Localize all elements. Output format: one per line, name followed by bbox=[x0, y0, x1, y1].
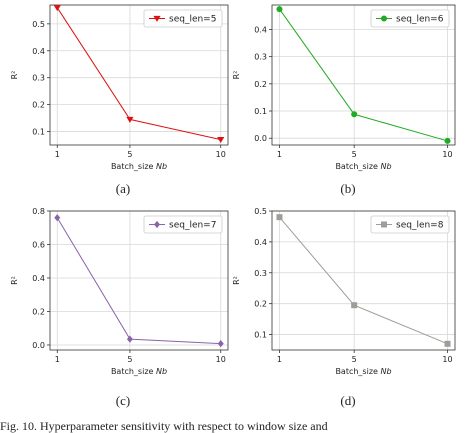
data-point bbox=[53, 5, 61, 12]
figure-caption: Fig. 10. Hyperparameter sensitivity with… bbox=[0, 419, 328, 433]
y-tick-label: 0.1 bbox=[32, 128, 45, 137]
plot-frame bbox=[271, 210, 456, 351]
y-tick-label: 0.2 bbox=[254, 300, 267, 309]
plot-frame bbox=[271, 4, 456, 146]
y-tick-label: 0.3 bbox=[254, 269, 267, 278]
panel-caption: (a) bbox=[116, 181, 130, 196]
x-axis-label: Batch_size Nb bbox=[335, 162, 391, 171]
y-tick-label: 0.0 bbox=[32, 341, 45, 350]
chart-panel-c: 0.0 0.2 0.4 0.6 0.8 1 5 10 R² Batch_size Nb seq_le… bbox=[10, 207, 229, 408]
y-tick-label: 0.1 bbox=[254, 107, 267, 116]
y-tick-label: 0.1 bbox=[254, 331, 267, 340]
x-axis-label: Batch_size Nb bbox=[111, 162, 167, 171]
x-tick-label: 10 bbox=[442, 355, 452, 364]
y-axis-label: R² bbox=[10, 71, 19, 80]
data-point bbox=[217, 340, 224, 348]
series-line bbox=[56, 217, 221, 345]
y-tick-label: 0.2 bbox=[32, 307, 45, 316]
panel-caption: (b) bbox=[340, 181, 355, 196]
chart-panel-d: 0.1 0.2 0.3 0.4 0.5 1 5 10 R² Batch_size Nb seq_le… bbox=[232, 207, 456, 408]
legend-marker bbox=[153, 15, 161, 22]
y-tick-label: 0.2 bbox=[254, 80, 267, 89]
panel-caption: (d) bbox=[340, 393, 355, 408]
legend-box bbox=[143, 9, 223, 28]
y-tick-label: 0.6 bbox=[32, 240, 45, 249]
data-point bbox=[444, 340, 451, 347]
y-tick-label: 0.2 bbox=[32, 101, 45, 110]
series-line bbox=[279, 8, 448, 142]
x-tick-label: 1 bbox=[55, 355, 60, 364]
data-point bbox=[217, 137, 225, 144]
legend-label: seq_len=5 bbox=[169, 15, 216, 25]
x-tick-label: 5 bbox=[352, 150, 357, 159]
x-tick-label: 10 bbox=[442, 150, 452, 159]
legend-marker bbox=[381, 221, 387, 228]
series-line bbox=[56, 7, 221, 141]
y-tick-label: 0.0 bbox=[254, 134, 267, 143]
y-tick-label: 0.3 bbox=[254, 53, 267, 62]
data-point bbox=[126, 116, 134, 123]
chart-panel-a: 0.1 0.2 0.3 0.4 0.5 1 5 10 R² Batch_size Nb seq_le… bbox=[10, 4, 229, 196]
legend-box bbox=[370, 215, 450, 234]
x-tick-label: 10 bbox=[216, 355, 226, 364]
data-point bbox=[54, 214, 61, 222]
x-tick-label: 1 bbox=[277, 150, 282, 159]
legend-marker bbox=[381, 15, 387, 22]
legend-box bbox=[143, 215, 223, 234]
x-axis-label: Batch_size Nb bbox=[111, 367, 167, 376]
x-tick-label: 1 bbox=[277, 355, 282, 364]
y-tick-label: 0.4 bbox=[254, 238, 267, 247]
chart-panel-b: 0.0 0.1 0.2 0.3 0.4 1 5 10 R² Batch_size Nb seq_le… bbox=[232, 4, 456, 196]
y-axis-label: R² bbox=[10, 276, 19, 285]
data-point bbox=[276, 6, 283, 13]
series-line bbox=[279, 216, 448, 345]
x-tick-label: 5 bbox=[352, 355, 357, 364]
x-axis-label: Batch_size Nb bbox=[335, 367, 391, 376]
data-point bbox=[276, 214, 283, 221]
data-point bbox=[351, 302, 358, 309]
legend-label: seq_len=7 bbox=[169, 221, 216, 231]
data-point bbox=[351, 111, 358, 118]
plot-frame bbox=[49, 4, 229, 146]
y-tick-label: 0.5 bbox=[32, 20, 45, 29]
y-axis-label: R² bbox=[232, 276, 241, 285]
x-tick-label: 5 bbox=[127, 150, 132, 159]
data-point bbox=[126, 335, 133, 343]
x-tick-label: 1 bbox=[55, 150, 60, 159]
y-tick-label: 0.5 bbox=[254, 207, 267, 216]
legend-box bbox=[370, 9, 450, 28]
data-point bbox=[444, 137, 451, 144]
y-tick-label: 0.4 bbox=[32, 47, 45, 56]
y-tick-label: 0.3 bbox=[32, 74, 45, 83]
y-tick-label: 0.8 bbox=[32, 207, 45, 216]
x-tick-label: 5 bbox=[127, 355, 132, 364]
plot-frame bbox=[49, 210, 229, 351]
y-tick-label: 0.4 bbox=[32, 274, 45, 283]
legend-marker bbox=[154, 220, 160, 229]
panel-caption: (c) bbox=[116, 393, 130, 408]
y-axis-label: R² bbox=[232, 71, 241, 80]
x-tick-label: 10 bbox=[216, 150, 226, 159]
legend-label: seq_len=6 bbox=[396, 15, 444, 25]
legend-label: seq_len=8 bbox=[396, 221, 444, 231]
y-tick-label: 0.4 bbox=[254, 25, 267, 34]
